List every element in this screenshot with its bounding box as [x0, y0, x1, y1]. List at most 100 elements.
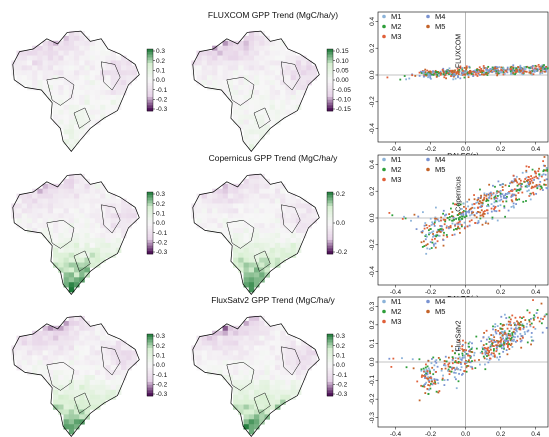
map-b-row-1-cell	[196, 208, 202, 214]
scatter-row-2-point	[485, 343, 488, 345]
scatter-row-1-point	[513, 178, 516, 180]
map-a-row-2-cell	[94, 345, 101, 351]
map-a-row-1-cell	[47, 193, 54, 199]
map-b-row-0-cell	[264, 40, 270, 46]
map-a-row-1-cell	[68, 188, 75, 194]
map-b-row-1-cell	[254, 183, 260, 189]
scatter-row-2-point	[458, 347, 461, 350]
scatter-row-0-point	[429, 74, 432, 77]
scatter-row-0-point	[472, 75, 475, 77]
map-b-row-2-cell	[248, 360, 255, 366]
scatter-row-1-legend-marker	[382, 157, 386, 162]
colorbar-b-row-0-tick-label: 0.00	[336, 77, 349, 84]
map-a-row-0-cell	[53, 119, 59, 125]
scatter-row-1-point	[423, 224, 426, 227]
scatter-row-2-point	[441, 377, 444, 380]
map-b-row-0-cell	[254, 55, 260, 61]
scatter-row-1-point	[503, 206, 506, 209]
scatter-row-0-point	[494, 68, 496, 71]
map-b-row-0-cell	[222, 70, 229, 76]
scatter-row-1-point	[465, 210, 467, 213]
map-b-row-0-cell	[233, 104, 239, 110]
map-b-row-0-cell	[201, 70, 208, 76]
colorbar-b-row-1-swatch	[327, 228, 333, 232]
map-a-row-2-cell	[94, 360, 101, 366]
scatter-row-2-point	[517, 323, 519, 326]
map-b-row-1-cell	[285, 228, 291, 234]
map-b-row-1-cell	[222, 203, 229, 209]
scatter-row-1-point	[496, 197, 499, 200]
scatter-row-1-point	[428, 233, 430, 236]
scatter-row-2-point	[425, 368, 428, 371]
scatter-row-2-point	[497, 341, 500, 344]
map-b-row-1-cell	[243, 193, 250, 199]
map-a-row-0-cell	[100, 65, 106, 71]
map-a-row-0-basin-outline	[46, 76, 75, 106]
scatter-row-2-point	[441, 378, 444, 381]
scatter-row-1-point	[455, 228, 458, 231]
map-b-row-1-cell	[274, 242, 281, 249]
map-b-row-0-cell	[259, 80, 265, 86]
map-b-row-0-cell	[280, 75, 286, 81]
map-b-row-1-cell	[254, 277, 260, 283]
scatter-row-0-point	[520, 72, 523, 75]
map-b-row-2-cell	[238, 335, 244, 341]
map-a-row-2-cell	[37, 330, 43, 336]
map-a-row-2-cell	[68, 375, 75, 381]
scatter-row-1-point	[486, 212, 489, 215]
map-b-row-0-cell	[269, 119, 276, 125]
map-a-row-2-cell	[115, 345, 122, 351]
map-a-row-0-cell	[42, 55, 49, 61]
map-b-row-2-cell	[227, 355, 234, 361]
map-b-row-2-cell	[264, 330, 270, 336]
scatter-row-1-point	[466, 210, 468, 213]
map-a-row-1-cell	[79, 252, 85, 258]
map-a-row-1-cell	[121, 208, 127, 214]
scatter-row-0-point	[501, 70, 504, 73]
map-b-row-1-cell	[259, 203, 265, 209]
scatter-row-0-point	[482, 69, 485, 72]
map-a-row-1-cell	[37, 198, 43, 204]
map-a-row-1-cell	[16, 203, 22, 209]
scatter-row-2-point	[519, 316, 521, 319]
map-b-row-1-cell	[254, 223, 260, 229]
map-a-row-0-cell	[105, 65, 111, 71]
scatter-row-0-point	[541, 64, 544, 67]
map-b-row-1-cell	[222, 218, 229, 224]
scatter-row-1-xtick-label: -0.4	[390, 289, 402, 296]
scatter-row-2-point	[505, 336, 508, 339]
map-a-row-2-cell	[89, 330, 96, 336]
map-b-row-2-cell	[206, 365, 213, 371]
map-a-row-0-cell	[84, 60, 90, 66]
scatter-row-1-legend-label: M4	[435, 155, 445, 164]
map-b-row-0-cell	[285, 104, 291, 110]
scatter-row-0-point	[423, 70, 426, 73]
map-a-row-1-cell	[131, 218, 138, 224]
map-b-row-2-cell	[248, 365, 255, 371]
map-b-row-0-cell	[280, 114, 286, 120]
map-b-row-0-cell	[212, 55, 218, 61]
scatter-row-1-point	[532, 193, 535, 196]
map-a-row-2-cell	[115, 375, 122, 381]
map-b-row-2-cell	[259, 375, 265, 381]
map-b-row-1-cell	[222, 188, 229, 194]
map-b-row-0-cell	[248, 144, 255, 150]
scatter-row-2-point	[470, 355, 472, 358]
map-a-row-0-cell	[100, 90, 106, 96]
map-a-row-1-cell	[115, 233, 122, 239]
scatter-row-2-point	[435, 359, 438, 361]
scatter-row-0-point	[427, 74, 430, 77]
map-b-row-2-cell	[238, 399, 244, 405]
map-b-row-2-cell	[280, 330, 286, 336]
scatter-row-2-point	[458, 372, 460, 375]
map-a-row-1-cell	[94, 233, 101, 239]
map-a-row-2-cell	[74, 394, 80, 400]
map-b-row-0-cell	[259, 85, 265, 91]
scatter-row-0-point	[497, 69, 499, 71]
map-b-row-2-cell	[274, 370, 281, 376]
map-a-row-1-cell	[100, 242, 106, 249]
map-a-row-1-cell	[68, 272, 75, 278]
scatter-row-0-point	[448, 73, 451, 75]
scatter-row-0-point	[436, 74, 439, 77]
map-b-row-1-cell	[238, 223, 244, 229]
